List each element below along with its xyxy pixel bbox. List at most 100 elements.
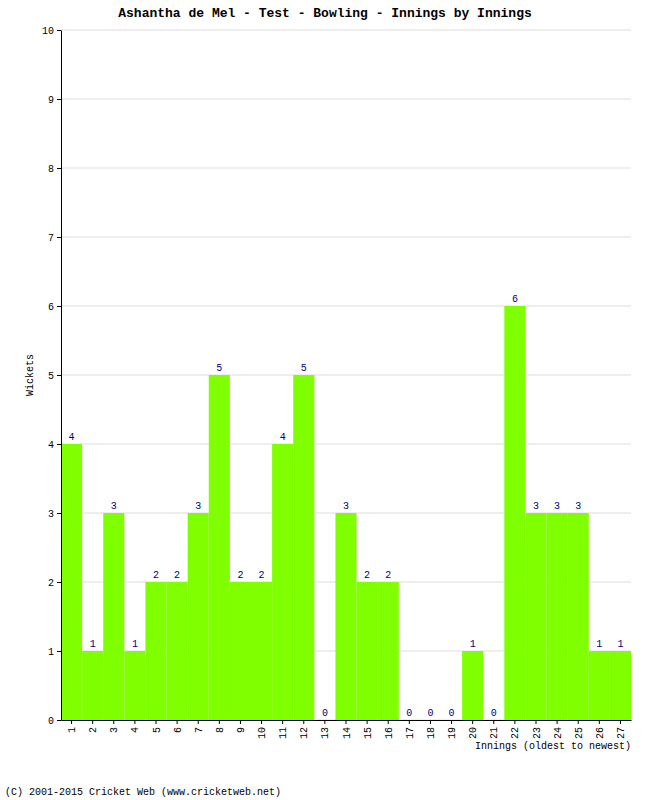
y-tick-mark [57, 651, 61, 652]
bar [209, 375, 230, 720]
y-tick: 4 [48, 440, 61, 451]
y-tick: 9 [48, 95, 61, 106]
x-tick-label: 5 [152, 727, 163, 733]
x-tick: 4 [130, 720, 141, 733]
data-label: 2 [385, 570, 391, 581]
y-tick: 10 [42, 26, 61, 37]
x-tick-label: 16 [384, 727, 395, 739]
y-tick-label: 9 [48, 95, 54, 106]
y-tick-mark [57, 582, 61, 583]
bar [504, 306, 525, 720]
x-tick-label: 24 [553, 727, 564, 739]
x-tick: 14 [342, 720, 353, 739]
y-axis-line [61, 31, 62, 721]
y-tick-label: 3 [48, 509, 54, 520]
data-label: 6 [512, 294, 518, 305]
y-tick: 8 [48, 164, 61, 175]
x-tick-label: 17 [405, 727, 416, 739]
x-tick: 9 [236, 720, 247, 733]
x-tick-label: 19 [447, 727, 458, 739]
y-axis-label: Wickets [25, 354, 36, 396]
x-tick: 16 [384, 720, 395, 739]
bar [441, 720, 462, 721]
y-tick-mark [57, 99, 61, 100]
x-tick-mark [451, 720, 452, 724]
x-tick-mark [219, 720, 220, 724]
x-tick: 20 [468, 720, 479, 739]
x-tick: 25 [574, 720, 585, 739]
x-tick-label: 3 [109, 727, 120, 733]
y-tick: 6 [48, 302, 61, 313]
y-tick-label: 5 [48, 371, 54, 382]
y-tick-label: 4 [48, 440, 54, 451]
bar [483, 720, 504, 721]
bar [335, 513, 356, 720]
data-label: 0 [406, 708, 412, 719]
y-tick-mark [57, 168, 61, 169]
x-tick: 13 [320, 720, 331, 739]
bar [272, 444, 293, 720]
y-tick-label: 8 [48, 164, 54, 175]
x-tick: 1 [67, 720, 78, 733]
x-axis-label: Innings (oldest to newest) [475, 741, 631, 752]
x-tick: 12 [299, 720, 310, 739]
data-label: 1 [617, 639, 623, 650]
bar [610, 651, 631, 720]
y-tick: 2 [48, 578, 61, 589]
x-tick-mark [261, 720, 262, 724]
x-tick-mark [324, 720, 325, 724]
x-tick-mark [514, 720, 515, 724]
y-tick: 0 [48, 716, 61, 727]
y-tick-mark [57, 444, 61, 445]
bar [568, 513, 589, 720]
x-tick-label: 11 [278, 727, 289, 739]
annotation: (C) 2001-2015 Cricket Web (www.cricketwe… [5, 787, 281, 798]
x-tick-mark [71, 720, 72, 724]
x-tick: 19 [447, 720, 458, 739]
data-label: 4 [280, 432, 286, 443]
data-label: 0 [449, 708, 455, 719]
x-tick: 8 [215, 720, 226, 733]
x-tick-mark [156, 720, 157, 724]
y-axis: 012345678910 [42, 26, 62, 727]
x-tick-label: 26 [595, 727, 606, 739]
data-label: 2 [153, 570, 159, 581]
x-tick-mark [198, 720, 199, 724]
x-tick-mark [177, 720, 178, 724]
data-label: 3 [575, 501, 581, 512]
x-tick-mark [113, 720, 114, 724]
data-label: 2 [364, 570, 370, 581]
grid-line [61, 168, 631, 169]
chart: Ashantha de Mel - Test - Bowling - Innin… [0, 0, 650, 800]
x-tick: 21 [489, 720, 500, 739]
x-tick: 10 [257, 720, 268, 739]
x-tick-mark [578, 720, 579, 724]
y-tick-mark [57, 306, 61, 307]
data-label: 5 [216, 363, 222, 374]
x-tick-label: 13 [320, 727, 331, 739]
y-tick-label: 1 [48, 647, 54, 658]
x-tick: 23 [532, 720, 543, 739]
x-tick-label: 22 [510, 727, 521, 739]
grid-line [61, 444, 631, 445]
x-tick-label: 8 [215, 727, 226, 733]
plot: 4131223522450322000106333110123456789101… [42, 26, 632, 739]
x-tick-label: 12 [299, 727, 310, 739]
x-tick-mark [240, 720, 241, 724]
bar [399, 720, 420, 721]
data-label: 2 [259, 570, 265, 581]
x-tick-mark [303, 720, 304, 724]
y-tick-label: 0 [48, 716, 54, 727]
data-label: 2 [237, 570, 243, 581]
x-tick-mark [557, 720, 558, 724]
grid-line [61, 99, 631, 100]
x-tick-mark [409, 720, 410, 724]
data-label: 0 [491, 708, 497, 719]
x-tick: 5 [152, 720, 163, 733]
data-label: 3 [111, 501, 117, 512]
grid-line [61, 30, 631, 31]
data-label: 2 [174, 570, 180, 581]
x-tick: 15 [363, 720, 374, 739]
x-tick-label: 7 [194, 727, 205, 733]
bars [61, 306, 631, 720]
